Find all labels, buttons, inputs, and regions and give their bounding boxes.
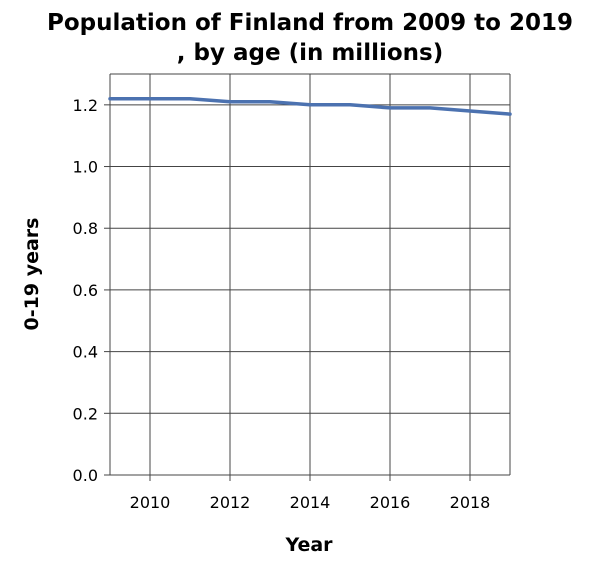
y-axis-ticks: 0.0 0.2 0.4 0.6 0.8 1.0 1.2 <box>73 96 110 485</box>
chart-title-line-1: Population of Finland from 2009 to 2019 <box>47 10 573 36</box>
y-tick-label: 1.0 <box>73 158 98 177</box>
y-tick-label: 0.8 <box>73 219 98 238</box>
y-tick-label: 0.6 <box>73 281 98 300</box>
y-tick-label: 0.2 <box>73 404 98 423</box>
x-tick-label: 2016 <box>370 493 411 512</box>
x-tick-label: 2010 <box>130 493 171 512</box>
x-tick-label: 2018 <box>450 493 491 512</box>
y-axis-label: 0-19 years <box>21 218 43 331</box>
x-axis-label: Year <box>284 534 333 556</box>
x-tick-label: 2014 <box>290 493 331 512</box>
series-line-0 <box>108 96 512 116</box>
series-lines <box>108 96 512 116</box>
grid <box>109 73 511 476</box>
y-tick-label: 1.2 <box>73 96 98 115</box>
x-tick-label: 2012 <box>210 493 251 512</box>
y-tick-label: 0.4 <box>73 343 98 362</box>
chart-title-line-2: , by age (in millions) <box>177 40 443 66</box>
y-tick-label: 0.0 <box>73 466 98 485</box>
x-axis-ticks: 2010 2012 2014 2016 2018 <box>130 475 491 512</box>
